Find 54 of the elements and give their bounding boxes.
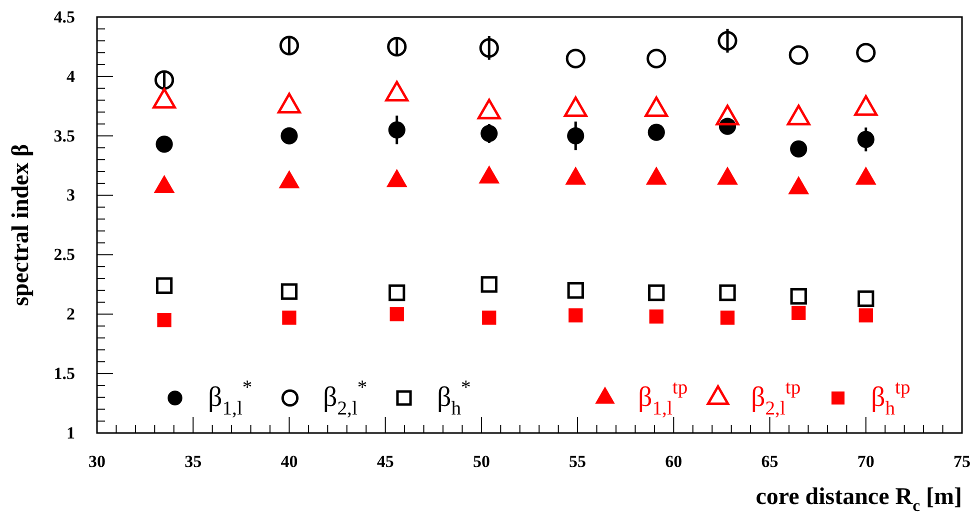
point: [857, 130, 874, 148]
x-tick-label: 45: [376, 452, 394, 472]
point: [479, 38, 499, 58]
point: [156, 136, 173, 153]
point: [482, 310, 496, 325]
point: [720, 310, 735, 325]
y-tick-label: 2.5: [54, 245, 75, 264]
point: [154, 70, 174, 90]
y-tick-label: 2: [66, 304, 75, 324]
point: [280, 127, 298, 144]
point: [390, 307, 404, 322]
point: [388, 284, 406, 302]
point: [792, 306, 806, 320]
y-tick-label: 3.5: [54, 126, 75, 146]
point: [790, 140, 808, 158]
point: [279, 36, 300, 56]
point: [480, 124, 498, 142]
y-tick-label: 4.5: [54, 7, 75, 26]
y-tick-label: 1.5: [54, 364, 75, 384]
point: [480, 276, 498, 293]
y-tick-label: 3: [66, 186, 75, 205]
point: [567, 127, 584, 144]
x-tick-label: 30: [88, 452, 106, 472]
y-axis-title: spectral index β: [8, 144, 34, 306]
x-tick-label: 65: [761, 452, 778, 472]
x-tick-label: 35: [184, 452, 202, 472]
point: [157, 313, 172, 328]
x-tick-label: 75: [954, 452, 970, 472]
y-tick-label: 1: [66, 423, 75, 442]
point: [719, 284, 736, 302]
point: [788, 45, 808, 65]
x-tick-label: 50: [472, 452, 490, 472]
point: [858, 290, 874, 308]
point: [646, 48, 666, 68]
point: [858, 308, 873, 322]
point: [566, 48, 586, 68]
point: [156, 277, 173, 294]
point: [387, 36, 407, 57]
y-tick-label: 4: [66, 66, 76, 86]
point: [649, 309, 664, 324]
point: [648, 124, 665, 141]
point: [790, 288, 807, 305]
point: [282, 310, 296, 325]
point: [568, 308, 583, 322]
point: [648, 284, 665, 302]
point: [856, 42, 876, 62]
point: [280, 283, 298, 300]
x-tick-label: 40: [280, 452, 298, 472]
x-tick-label: 55: [569, 452, 586, 472]
point: [567, 282, 584, 299]
x-tick-label: 60: [665, 452, 682, 472]
point: [388, 121, 406, 138]
x-tick-label: 70: [857, 452, 874, 472]
point: [718, 30, 738, 51]
